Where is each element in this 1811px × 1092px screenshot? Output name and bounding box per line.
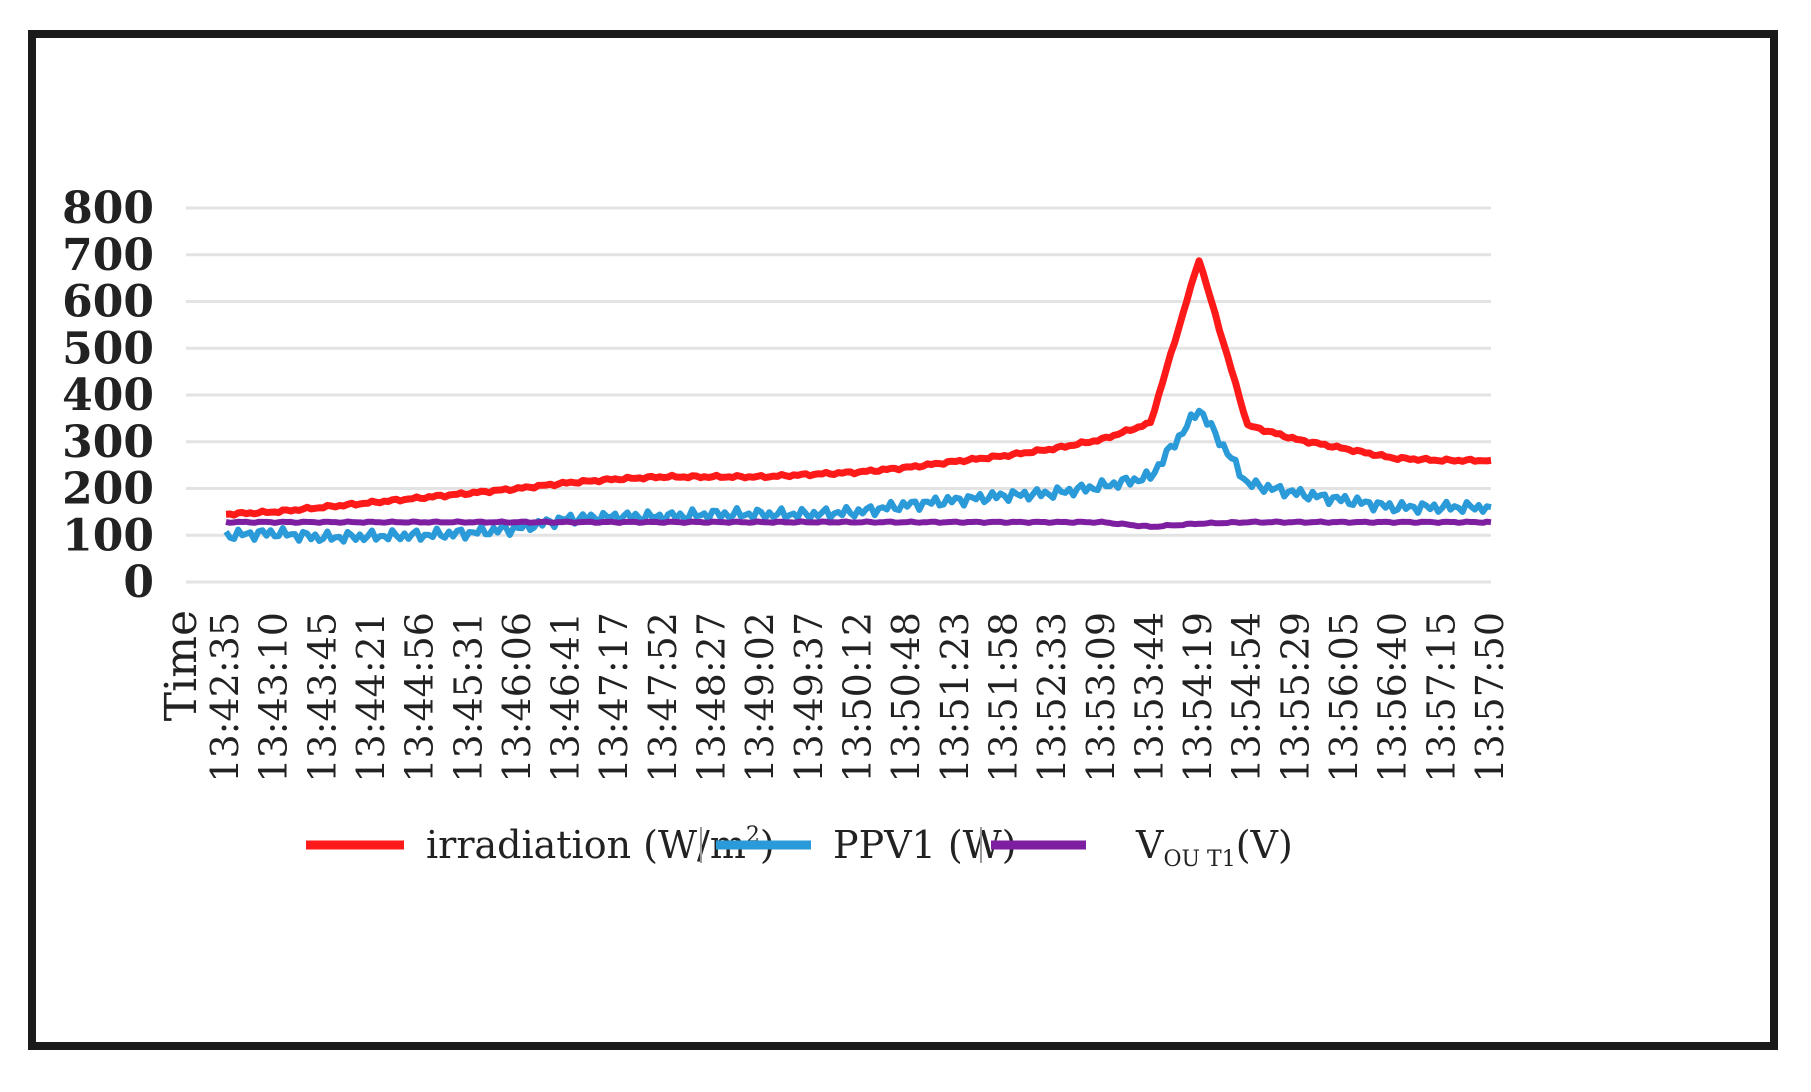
- series-line-0: [225, 257, 1492, 519]
- x-tick-label: 13:50:12: [836, 612, 880, 783]
- series-lines: [223, 257, 1492, 545]
- x-tick-label: 13:44:56: [398, 612, 442, 783]
- legend-label-main: V: [1135, 823, 1164, 867]
- y-tick-label: 600: [62, 277, 154, 328]
- y-tick-label: 800: [62, 183, 154, 234]
- legend-label-2: VOU T1(V): [1135, 823, 1293, 872]
- x-tick-label: 13:47:52: [641, 612, 685, 783]
- x-tick-label: 13:57:15: [1419, 612, 1463, 783]
- legend-label-sub: OU T1: [1163, 847, 1235, 872]
- legend-label-main: PPV1 (W): [833, 823, 1017, 867]
- x-tick-label: 13:43:10: [252, 612, 296, 783]
- legend: irradiation (W/m2)PPV1 (W)VOU T1(V): [306, 823, 1293, 872]
- x-tick-label: 13:53:44: [1127, 612, 1171, 783]
- y-tick-label: 400: [62, 370, 154, 421]
- x-tick-label: 13:52:33: [1030, 612, 1074, 783]
- y-tick-label: 500: [62, 323, 154, 374]
- x-tick-label: 13:46:06: [495, 612, 539, 783]
- x-tick-label: 13:51:23: [933, 612, 977, 783]
- legend-label-main: irradiation (W/m: [426, 823, 746, 867]
- x-tick-label: 13:46:41: [544, 612, 588, 783]
- x-tick-label: 13:44:21: [349, 612, 393, 783]
- x-tick-label: 13:43:45: [300, 612, 344, 783]
- y-tick-label: 200: [62, 464, 154, 515]
- y-tick-label: 100: [62, 510, 154, 561]
- x-tick-label: 13:45:31: [446, 612, 490, 783]
- x-tick-label: 13:53:09: [1079, 612, 1123, 783]
- series-line-1: [223, 407, 1492, 545]
- x-axis-label: Time: [156, 610, 207, 721]
- chart-frame: 0 100 200 300 400 500 600 700 800 13:42:35 13:43:…: [28, 30, 1778, 1050]
- x-tick-label: 13:47:17: [592, 612, 636, 783]
- y-tick-label: 300: [62, 417, 154, 468]
- legend-label-suffix: (V): [1236, 823, 1293, 867]
- y-tick-label: 0: [123, 557, 154, 608]
- x-tick-label: 13:54:54: [1225, 612, 1269, 783]
- x-tick-label: 13:49:02: [738, 612, 782, 783]
- x-tick-label: 13:48:27: [690, 612, 734, 783]
- x-tick-label: 13:55:29: [1273, 612, 1317, 783]
- x-tick-label: 13:56:05: [1322, 612, 1366, 783]
- y-tick-label: 700: [62, 230, 154, 281]
- x-tick-label: 13:56:40: [1371, 612, 1415, 783]
- x-tick-label: 13:57:50: [1468, 612, 1512, 783]
- gridlines: [186, 206, 1491, 584]
- x-tick-label: 13:42:35: [203, 612, 247, 783]
- x-tick-label: 13:54:19: [1176, 612, 1220, 783]
- series-line-2: [225, 518, 1492, 530]
- x-axis-ticks: 13:42:35 13:43:10 13:43:45 13:44:21 13:44:56…: [203, 612, 1512, 783]
- x-tick-label: 13:50:48: [884, 612, 928, 783]
- x-tick-label: 13:51:58: [981, 612, 1025, 783]
- x-tick-label: 13:49:37: [787, 612, 831, 783]
- legend-label-1: PPV1 (W): [833, 823, 1017, 867]
